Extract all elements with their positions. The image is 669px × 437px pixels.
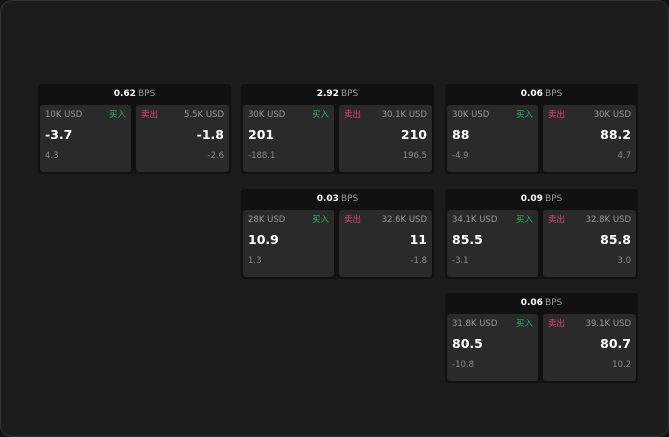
sell-price: -1.8 <box>196 127 224 142</box>
buy-size: 30K USD <box>452 110 490 120</box>
buy-panel[interactable]: 28K USD 买入 10.9 1.3 <box>243 210 334 277</box>
spread-header: 0.06 BPS <box>445 293 638 313</box>
sell-change: -1.8 <box>410 256 427 266</box>
spread-value: 2.92 <box>316 89 339 99</box>
sell-price: 88.2 <box>600 127 631 142</box>
buy-price: -3.7 <box>45 127 73 142</box>
sell-panel[interactable]: 卖出 39.1K USD 80.7 10.2 <box>543 314 636 381</box>
sell-label: 卖出 <box>548 215 566 225</box>
sell-price: 11 <box>409 232 427 247</box>
sell-panel[interactable]: 卖出 32.8K USD 85.8 3.0 <box>543 210 636 277</box>
buy-panel[interactable]: 30K USD 买入 201 -188.1 <box>243 105 334 172</box>
sell-price: 210 <box>400 127 427 142</box>
sell-label: 卖出 <box>141 110 159 120</box>
spread-header: 0.06 BPS <box>445 84 638 104</box>
sell-panel[interactable]: 卖出 5.5K USD -1.8 -2.6 <box>136 105 229 172</box>
spread-unit: BPS <box>544 194 563 204</box>
quote-card: 0.09 BPS 34.1K USD 买入 85.5 -3.1 卖出 32.8K US… <box>445 189 638 279</box>
sell-label: 卖出 <box>548 319 566 329</box>
buy-panel[interactable]: 10K USD 买入 -3.7 4.3 <box>40 105 131 172</box>
buy-price: 80.5 <box>452 336 483 351</box>
buy-label: 买入 <box>515 110 533 120</box>
quote-card: 0.03 BPS 28K USD 买入 10.9 1.3 卖出 32.6K USD 1… <box>241 189 434 279</box>
buy-label: 买入 <box>515 319 533 329</box>
buy-change: 1.3 <box>248 256 262 266</box>
buy-panel[interactable]: 30K USD 买入 88 -4.9 <box>447 105 538 172</box>
spread-header: 2.92 BPS <box>241 84 434 104</box>
quote-card: 0.06 BPS 30K USD 买入 88 -4.9 卖出 30K USD 88.2… <box>445 84 638 174</box>
spread-value: 0.06 <box>520 89 543 99</box>
buy-size: 28K USD <box>248 215 286 225</box>
buy-price: 201 <box>248 127 275 142</box>
quote-card: 2.92 BPS 30K USD 买入 201 -188.1 卖出 30.1K USD… <box>241 84 434 174</box>
buy-label: 买入 <box>311 215 329 225</box>
spread-unit: BPS <box>137 89 156 99</box>
buy-size: 30K USD <box>248 110 286 120</box>
buy-size: 31.8K USD <box>452 319 498 329</box>
quote-card: 0.06 BPS 31.8K USD 买入 80.5 -10.8 卖出 39.1K U… <box>445 293 638 383</box>
sell-change: 10.2 <box>612 360 631 370</box>
spread-unit: BPS <box>544 298 563 308</box>
sell-size: 5.5K USD <box>184 110 224 120</box>
spread-value: 0.09 <box>520 194 543 204</box>
sell-size: 32.8K USD <box>585 215 631 225</box>
buy-change: -4.9 <box>452 151 469 161</box>
sell-panel[interactable]: 卖出 30K USD 88.2 4.7 <box>543 105 636 172</box>
buy-price: 10.9 <box>248 232 279 247</box>
buy-change: -3.1 <box>452 256 469 266</box>
spread-value: 0.06 <box>520 298 543 308</box>
buy-label: 买入 <box>108 110 126 120</box>
buy-label: 买入 <box>515 215 533 225</box>
sell-label: 卖出 <box>344 215 362 225</box>
spread-unit: BPS <box>544 89 563 99</box>
sell-panel[interactable]: 卖出 30.1K USD 210 196.5 <box>339 105 432 172</box>
sell-price: 80.7 <box>600 336 631 351</box>
buy-panel[interactable]: 31.8K USD 买入 80.5 -10.8 <box>447 314 538 381</box>
buy-price: 85.5 <box>452 232 483 247</box>
quote-card: 0.62 BPS 10K USD 买入 -3.7 4.3 卖出 5.5K USD -1… <box>38 84 231 174</box>
buy-change: 4.3 <box>45 151 59 161</box>
sell-label: 卖出 <box>344 110 362 120</box>
spread-unit: BPS <box>340 194 359 204</box>
buy-change: -188.1 <box>248 151 276 161</box>
sell-size: 32.6K USD <box>381 215 427 225</box>
spread-header: 0.62 BPS <box>38 84 231 104</box>
sell-change: -2.6 <box>207 151 224 161</box>
sell-price: 85.8 <box>600 232 631 247</box>
spread-unit: BPS <box>340 89 359 99</box>
sell-label: 卖出 <box>548 110 566 120</box>
sell-change: 3.0 <box>617 256 631 266</box>
buy-panel[interactable]: 34.1K USD 买入 85.5 -3.1 <box>447 210 538 277</box>
sell-panel[interactable]: 卖出 32.6K USD 11 -1.8 <box>339 210 432 277</box>
sell-size: 30K USD <box>593 110 631 120</box>
sell-size: 39.1K USD <box>585 319 631 329</box>
spread-value: 0.62 <box>113 89 136 99</box>
spread-header: 0.09 BPS <box>445 189 638 209</box>
spread-header: 0.03 BPS <box>241 189 434 209</box>
buy-size: 10K USD <box>45 110 83 120</box>
sell-change: 4.7 <box>617 151 631 161</box>
buy-label: 买入 <box>311 110 329 120</box>
buy-size: 34.1K USD <box>452 215 498 225</box>
spread-value: 0.03 <box>316 194 339 204</box>
sell-change: 196.5 <box>402 151 427 161</box>
buy-price: 88 <box>452 127 470 142</box>
buy-change: -10.8 <box>452 360 474 370</box>
sell-size: 30.1K USD <box>381 110 427 120</box>
